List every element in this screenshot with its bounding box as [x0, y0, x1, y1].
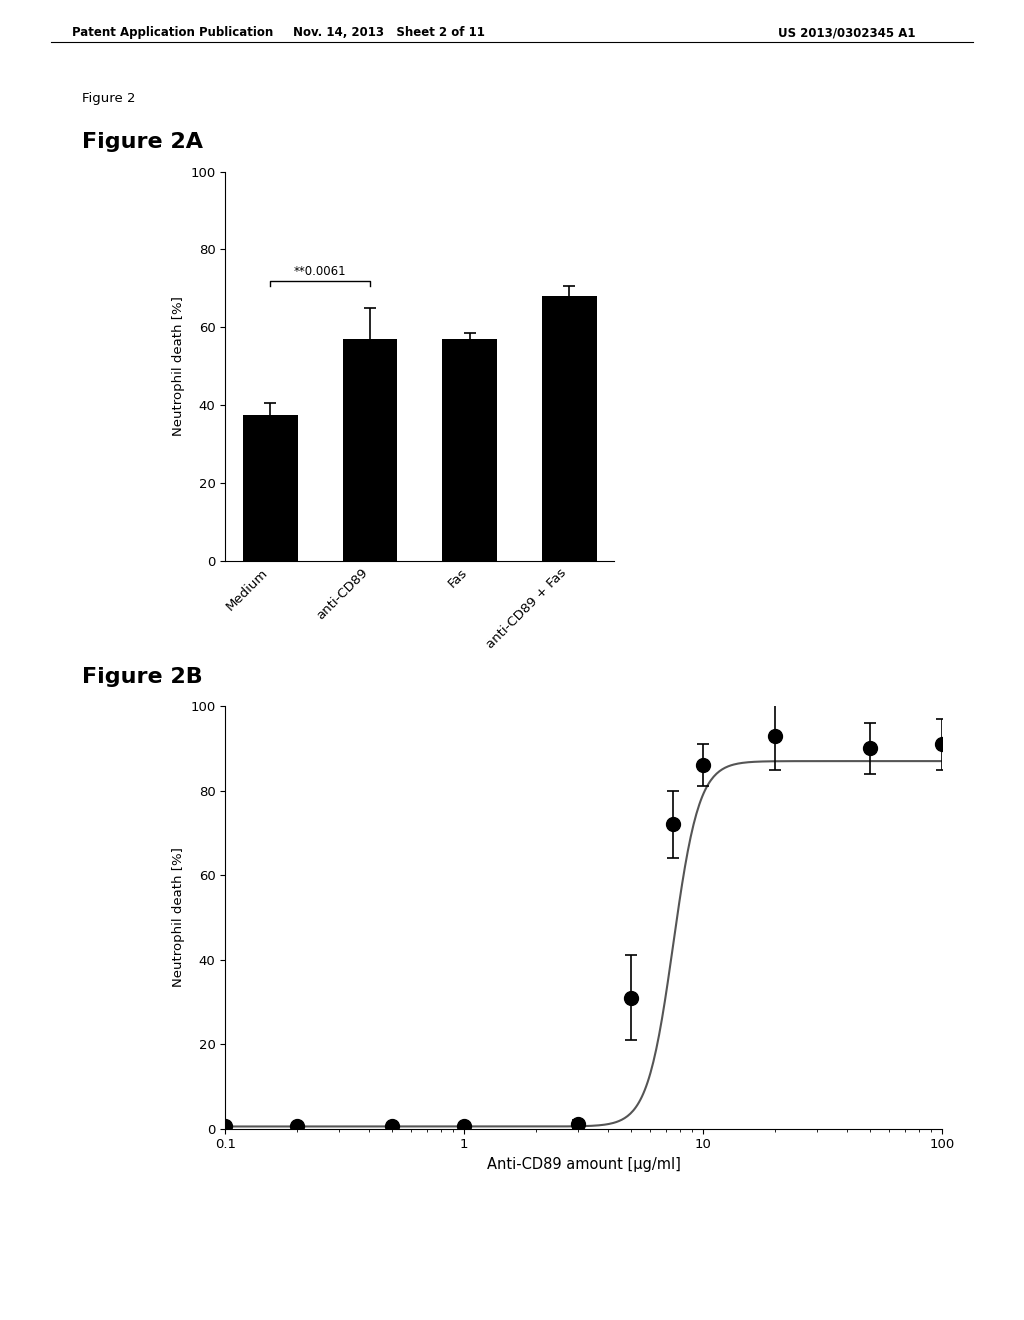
Y-axis label: Neutrophil death [%]: Neutrophil death [%] — [172, 297, 184, 436]
Bar — [343, 339, 397, 561]
Bar — [243, 414, 298, 561]
Text: US 2013/0302345 A1: US 2013/0302345 A1 — [778, 26, 915, 40]
Text: Nov. 14, 2013   Sheet 2 of 11: Nov. 14, 2013 Sheet 2 of 11 — [293, 26, 485, 40]
Y-axis label: Neutrophil death [%]: Neutrophil death [%] — [172, 847, 184, 987]
Text: Figure 2B: Figure 2B — [82, 667, 203, 686]
Bar — [442, 339, 497, 561]
Text: Figure 2: Figure 2 — [82, 92, 135, 106]
Text: Figure 2A: Figure 2A — [82, 132, 203, 152]
Text: **0.0061: **0.0061 — [294, 264, 346, 277]
Text: Patent Application Publication: Patent Application Publication — [72, 26, 273, 40]
Bar — [542, 296, 597, 561]
X-axis label: Anti-CD89 amount [μg/ml]: Anti-CD89 amount [μg/ml] — [486, 1156, 681, 1172]
